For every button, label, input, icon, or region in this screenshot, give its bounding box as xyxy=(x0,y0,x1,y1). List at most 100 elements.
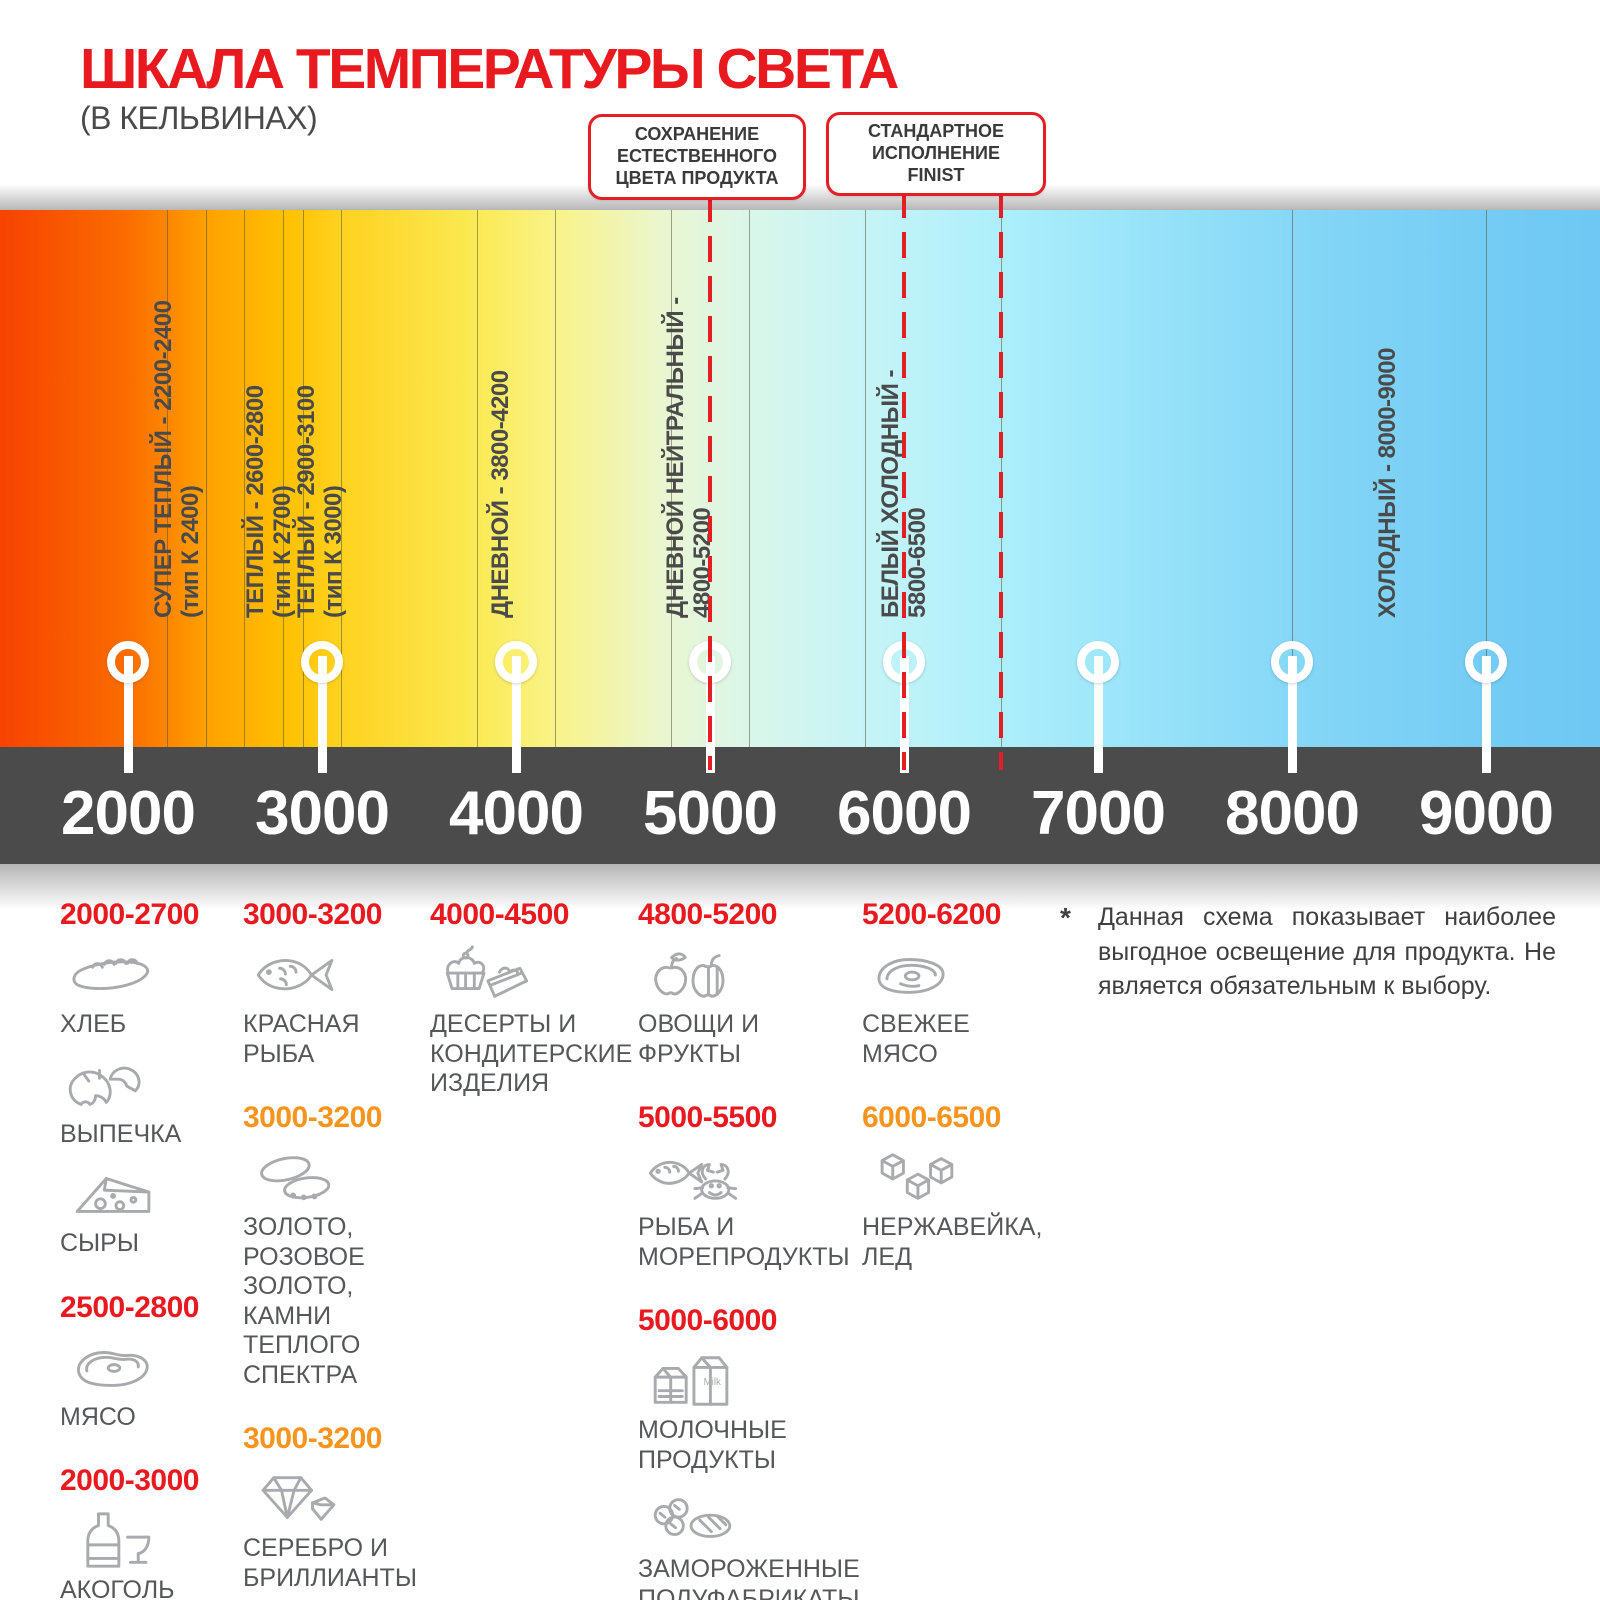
axis-tick-label: 7000 xyxy=(1031,779,1166,848)
range-label: ТЕПЛЫЙ - 2600-2800 (тип К 2700) xyxy=(242,385,296,618)
legend-item-label: ДЕСЕРТЫ И КОНДИТЕРСКИЕ ИЗДЕЛИЯ xyxy=(430,1010,633,1097)
pin-marker xyxy=(1077,641,1119,683)
pin-stem xyxy=(124,656,133,773)
legend-group: 3000-3200 КРАСНАЯ РЫБА xyxy=(243,898,438,1075)
pin-marker xyxy=(495,641,537,683)
axis-bottom-shadow xyxy=(0,864,1600,910)
legend-range-heading: 3000-3200 xyxy=(243,898,382,931)
legend-range-heading: 2000-3000 xyxy=(60,1464,199,1497)
legend-column: 3000-3200 КРАСНАЯ РЫБА 3000-3200 ЗОЛОТО, РО… xyxy=(243,898,438,1600)
pin-stem xyxy=(512,656,521,773)
pin-marker xyxy=(1271,641,1313,683)
legend-item-label: ВЫПЕЧКА xyxy=(60,1119,182,1148)
legend-column: 4800-5200 ОВОЩИ И ФРУКТЫ 5000-5500 РЫБА И М… xyxy=(638,898,868,1600)
legend-item-label: ХЛЕБ xyxy=(60,1010,127,1038)
range-label: ХОЛОДНЫЙ - 8000-9000 xyxy=(1374,348,1401,618)
range-boundary-line xyxy=(865,210,866,747)
axis-tick-label: 4000 xyxy=(449,779,584,848)
callout-natural-color: СОХРАНЕНИЕ ЕСТЕСТВЕННОГО ЦВЕТА ПРОДУКТА xyxy=(588,114,806,200)
legend-item-label: МОЛОЧНЫЕ ПРОДУКТЫ xyxy=(638,1416,787,1474)
legend-group: 3000-3200 ЗОЛОТО, РОЗОВОЕ ЗОЛОТО, КАМНИ Т… xyxy=(243,1101,438,1396)
temperature-gradient-band xyxy=(0,210,1600,747)
leader-line-finist xyxy=(902,192,906,770)
legend-column: 5200-6200 СВЕЖЕЕ МЯСО 6000-6500 НЕРЖАВЕЙКА,… xyxy=(862,898,1062,1304)
footnote: * Данная схема показывает наиболее выгод… xyxy=(1060,900,1560,1004)
legend-item: АКОГОЛЬ xyxy=(60,1502,240,1600)
range-label: ДНЕВНОЙ - 3800-4200 xyxy=(487,370,514,618)
legend-group: 2000-2700 ХЛЕБ ВЫПЕЧКА СЫРЫ xyxy=(60,898,240,1265)
pin-stem xyxy=(318,656,327,773)
range-boundary-line xyxy=(477,210,478,747)
range-boundary-line xyxy=(303,210,304,747)
legend-item-label: СВЕЖЕЕ МЯСО xyxy=(862,1010,970,1068)
legend-item: КРАСНАЯ РЫБА xyxy=(243,936,438,1075)
legend-group: 5200-6200 СВЕЖЕЕ МЯСО xyxy=(862,898,1062,1075)
callout-natural-color-text: СОХРАНЕНИЕ ЕСТЕСТВЕННОГО ЦВЕТА ПРОДУКТА xyxy=(615,124,779,188)
pin-stem xyxy=(1482,656,1491,773)
legend-range-heading: 5000-5500 xyxy=(638,1101,777,1134)
legend-group: 5000-6000 МОЛОЧНЫЕ ПРОДУКТЫ ЗАМОРОЖЕННЫЕ П… xyxy=(638,1304,868,1600)
pin-marker xyxy=(301,641,343,683)
legend-range-heading: 2500-2800 xyxy=(60,1290,199,1324)
pin-marker xyxy=(1465,641,1507,683)
kelvin-axis-bar xyxy=(0,747,1600,864)
legend-item: МЯСО xyxy=(60,1329,240,1439)
legend-item-label: ЗАМОРОЖЕННЫЕ ПОЛУФАБРИКАТЫ xyxy=(638,1555,860,1600)
legend-item: РЫБА И МОРЕПРОДУКТЫ xyxy=(638,1139,868,1278)
legend-range-heading: 3000-3200 xyxy=(243,1422,382,1455)
legend-item: СЫРЫ xyxy=(60,1155,240,1265)
legend-item: ОВОЩИ И ФРУКТЫ xyxy=(638,936,868,1075)
legend-range-heading: 3000-3200 xyxy=(243,1101,382,1134)
axis-tick-label: 3000 xyxy=(255,779,390,848)
axis-tick-label: 9000 xyxy=(1419,779,1554,848)
pin-stem xyxy=(1094,656,1103,773)
legend-item: ЗАМОРОЖЕННЫЕ ПОЛУФАБРИКАТЫ xyxy=(638,1481,868,1600)
range-boundary-line xyxy=(671,210,672,747)
legend-item-label: МЯСО xyxy=(60,1402,136,1431)
legend-group: 2500-2800 МЯСО xyxy=(60,1291,240,1439)
legend-group: 4800-5200 ОВОЩИ И ФРУКТЫ xyxy=(638,898,868,1075)
range-boundary-line xyxy=(206,210,207,747)
legend-group: 2000-3000 АКОГОЛЬ xyxy=(60,1464,240,1600)
legend-item: ДЕСЕРТЫ И КОНДИТЕРСКИЕ ИЗДЕЛИЯ xyxy=(430,936,640,1105)
callout-finist-standard: СТАНДАРТНОЕ ИСПОЛНЕНИЕ FINIST xyxy=(826,112,1046,196)
leader-line-natural-color xyxy=(708,196,712,770)
range-label: ТЕПЛЫЙ - 2900-3100 (тип К 3000) xyxy=(293,385,347,618)
page-subtitle: (В КЕЛЬВИНАХ) xyxy=(80,100,318,136)
callout-finist-standard-text: СТАНДАРТНОЕ ИСПОЛНЕНИЕ FINIST xyxy=(867,121,1004,185)
legend-item: МОЛОЧНЫЕ ПРОДУКТЫ xyxy=(638,1342,868,1481)
legend-range-heading: 2000-2700 xyxy=(60,898,199,931)
legend-item-label: НЕРЖАВЕЙКА, ЛЕД xyxy=(862,1213,1043,1271)
axis-tick-label: 6000 xyxy=(837,779,972,848)
range-boundary-line xyxy=(1486,210,1487,747)
legend-column: 4000-4500 ДЕСЕРТЫ И КОНДИТЕРСКИЕ ИЗДЕЛИЯ xyxy=(430,898,640,1131)
legend-item-label: СЫРЫ xyxy=(60,1229,139,1257)
legend-group: 4000-4500 ДЕСЕРТЫ И КОНДИТЕРСКИЕ ИЗДЕЛИЯ xyxy=(430,898,640,1105)
legend-group: 6000-6500 НЕРЖАВЕЙКА, ЛЕД xyxy=(862,1101,1062,1278)
page-title: ШКАЛА ТЕМПЕРАТУРЫ СВЕТА xyxy=(80,37,899,101)
legend-item: СЕРЕБРО И БРИЛЛИАНТЫ xyxy=(243,1460,438,1599)
legend-item-label: СЕРЕБРО И БРИЛЛИАНТЫ xyxy=(243,1534,417,1592)
legend-range-heading: 4800-5200 xyxy=(638,898,777,931)
legend-item-label: АКОГОЛЬ xyxy=(60,1576,175,1600)
legend-range-heading: 6000-6500 xyxy=(862,1101,1001,1134)
range-boundary-line xyxy=(244,210,245,747)
range-boundary-line xyxy=(749,210,750,747)
legend-range-heading: 5000-6000 xyxy=(638,1304,777,1337)
range-label: СУПЕР ТЕПЛЫЙ - 2200-2400 (тип К 2400) xyxy=(150,300,204,618)
legend-item: ВЫПЕЧКА xyxy=(60,1046,240,1156)
leader-line-finist xyxy=(999,192,1003,770)
pin-marker xyxy=(107,641,149,683)
range-boundary-line xyxy=(341,210,342,747)
legend-range-heading: 4000-4500 xyxy=(430,898,569,931)
range-boundary-line xyxy=(555,210,556,747)
legend-group: 5000-5500 РЫБА И МОРЕПРОДУКТЫ xyxy=(638,1101,868,1278)
axis-tick-label: 8000 xyxy=(1225,779,1360,848)
range-boundary-line xyxy=(167,210,168,747)
legend-range-heading: 5200-6200 xyxy=(862,898,1001,931)
legend-item-label: ЗОЛОТО, РОЗОВОЕ ЗОЛОТО, КАМНИ ТЕПЛОГО СП… xyxy=(243,1213,365,1389)
footnote-marker: * xyxy=(1060,902,1071,933)
